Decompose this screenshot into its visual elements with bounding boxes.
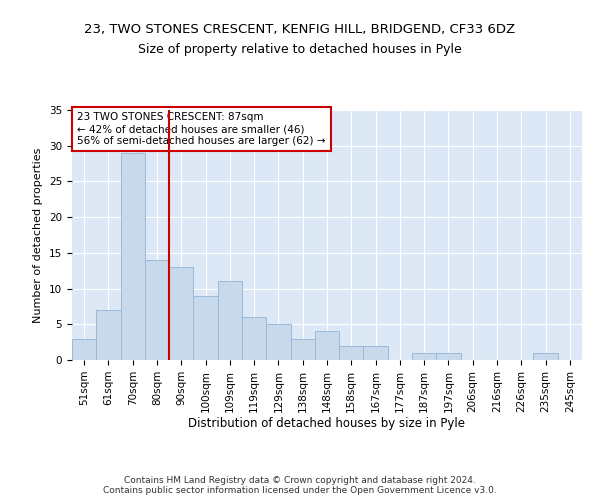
Bar [193,296,218,360]
Y-axis label: Number of detached properties: Number of detached properties [34,148,43,322]
Bar [96,310,121,360]
Bar [242,317,266,360]
Bar [121,153,145,360]
Text: 23 TWO STONES CRESCENT: 87sqm
← 42% of detached houses are smaller (46)
56% of s: 23 TWO STONES CRESCENT: 87sqm ← 42% of d… [77,112,326,146]
Bar [412,353,436,360]
Bar [290,338,315,360]
Bar [364,346,388,360]
Text: Size of property relative to detached houses in Pyle: Size of property relative to detached ho… [138,42,462,56]
Bar [315,332,339,360]
X-axis label: Distribution of detached houses by size in Pyle: Distribution of detached houses by size … [188,418,466,430]
Bar [436,353,461,360]
Bar [72,338,96,360]
Text: Contains HM Land Registry data © Crown copyright and database right 2024.
Contai: Contains HM Land Registry data © Crown c… [103,476,497,495]
Bar [339,346,364,360]
Bar [169,267,193,360]
Bar [533,353,558,360]
Text: 23, TWO STONES CRESCENT, KENFIG HILL, BRIDGEND, CF33 6DZ: 23, TWO STONES CRESCENT, KENFIG HILL, BR… [85,22,515,36]
Bar [218,282,242,360]
Bar [145,260,169,360]
Bar [266,324,290,360]
